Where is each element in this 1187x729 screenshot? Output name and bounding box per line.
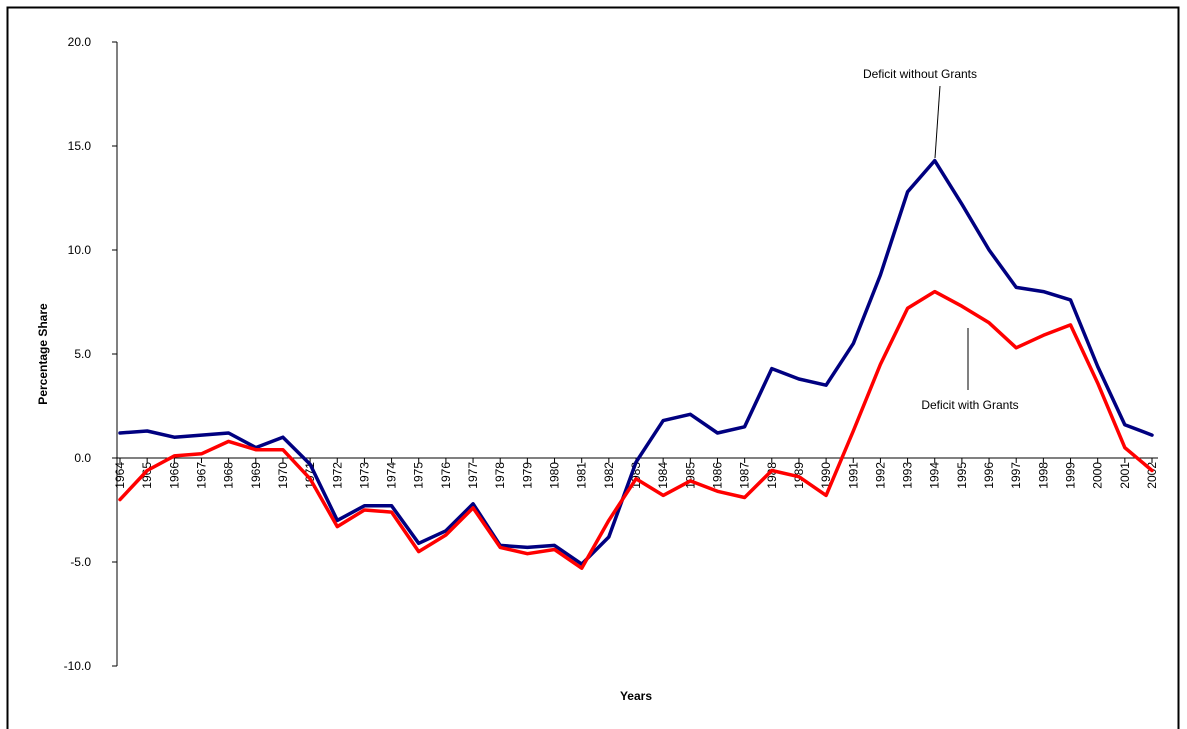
- x-tick-label: 1978: [493, 462, 507, 489]
- x-tick-label: 1979: [520, 462, 534, 489]
- x-tick-label: 1975: [412, 462, 426, 489]
- series-annotation: Deficit without Grants: [863, 67, 977, 81]
- y-tick-label: 5.0: [74, 347, 91, 361]
- x-tick-label: 1990: [819, 462, 833, 489]
- x-tick-label: 1980: [548, 462, 562, 489]
- annotation-leader: [934, 85, 941, 159]
- x-tick-label: 1999: [1064, 462, 1078, 489]
- x-tick-label: 1972: [330, 462, 344, 489]
- series-annotation: Deficit with Grants: [921, 398, 1018, 412]
- x-tick-label: 1973: [357, 462, 371, 489]
- y-axis-label: Percentage Share: [36, 303, 50, 405]
- series-line: [118, 158, 1154, 566]
- x-tick-label: 1984: [656, 462, 670, 489]
- chart-frame: [6, 6, 1180, 729]
- x-tick-label: 1982: [602, 462, 616, 489]
- x-tick-label: 1968: [222, 462, 236, 489]
- x-tick-label: 1994: [928, 462, 942, 489]
- x-tick-label: 1987: [738, 462, 752, 489]
- x-tick-label: 1986: [710, 462, 724, 489]
- y-tick-label: -10.0: [64, 659, 92, 673]
- x-tick-label: 1996: [982, 462, 996, 489]
- x-tick-label: 1993: [901, 462, 915, 489]
- x-tick-label: 1995: [955, 462, 969, 489]
- x-tick-label: 1991: [846, 462, 860, 489]
- x-tick-label: 1988: [765, 462, 779, 489]
- x-tick-label: 1969: [249, 462, 263, 489]
- y-tick-label: 15.0: [68, 139, 92, 153]
- y-tick-label: 20.0: [68, 35, 92, 49]
- x-tick-label: 1998: [1036, 462, 1050, 489]
- x-tick-label: 2000: [1091, 462, 1105, 489]
- x-tick-label: 1981: [575, 462, 589, 489]
- x-tick-label: 1970: [276, 462, 290, 489]
- x-tick-label: 1966: [167, 462, 181, 489]
- y-tick-label: 10.0: [68, 243, 92, 257]
- x-tick-label: 1967: [194, 462, 208, 489]
- x-tick-label: 1964: [113, 462, 127, 489]
- x-tick-label: 1997: [1009, 462, 1023, 489]
- x-tick-label: 2001: [1118, 462, 1132, 489]
- x-tick-label: 1976: [439, 462, 453, 489]
- x-tick-label: 1977: [466, 462, 480, 489]
- x-tick-label: 1992: [873, 462, 887, 489]
- y-tick-label: -5.0: [70, 555, 91, 569]
- x-axis-label: Years: [620, 689, 652, 703]
- y-tick-label: 0.0: [74, 451, 91, 465]
- series-line: [118, 289, 1154, 570]
- x-tick-label: 1974: [385, 462, 399, 489]
